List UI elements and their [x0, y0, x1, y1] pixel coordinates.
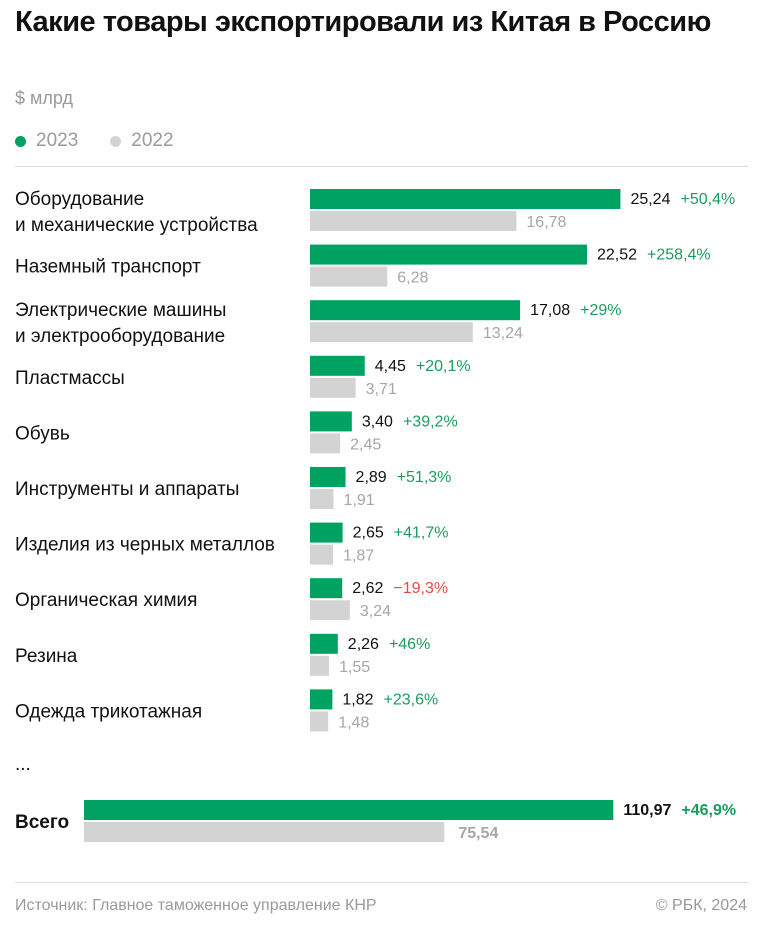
- category-label: Инструменты и аппараты: [15, 479, 239, 500]
- total-value-2022: 75,54: [458, 825, 498, 842]
- bar-2022: [310, 211, 517, 231]
- value-label-2022: 13,24: [483, 325, 523, 342]
- value-label-2023: 25,24: [630, 191, 670, 208]
- top-divider: [15, 166, 748, 167]
- bottom-divider: [15, 882, 748, 883]
- unit-label: $ млрд: [15, 88, 73, 108]
- category-label: Электрические машины и электрооборудовани…: [15, 300, 226, 347]
- legend: 2023 2022: [15, 130, 206, 152]
- value-label-2023: 4,45: [375, 358, 406, 375]
- chart-title: Какие товары экспортировали из Китая в Р…: [15, 6, 711, 38]
- change-label: +50,4%: [680, 191, 735, 208]
- value-label-2023: 3,40: [362, 413, 393, 430]
- source-note: Источник: Главное таможенное управление …: [15, 897, 377, 914]
- bar-2022: [310, 433, 341, 454]
- bar-2023: [310, 244, 587, 265]
- value-label-2022: 16,78: [526, 214, 566, 231]
- category-label: Обувь: [15, 423, 70, 444]
- value-label-2022: 1,87: [343, 548, 374, 565]
- ellipsis: ...: [15, 754, 31, 775]
- category-label: Одежда трикотажная: [15, 701, 202, 722]
- total-bar-2023: [84, 800, 614, 820]
- category-label: Оборудование и механические устройства: [15, 189, 258, 236]
- value-label-2023: 2,62: [352, 580, 383, 597]
- change-label: +258,4%: [647, 247, 711, 264]
- bar-2022: [310, 600, 350, 621]
- value-label-2022: 1,91: [343, 492, 374, 509]
- category-label: Наземный транспорт: [15, 257, 201, 278]
- bar-2022: [310, 266, 388, 287]
- value-label-2023: 2,26: [348, 636, 379, 653]
- total-label: Всего: [15, 812, 69, 833]
- bar-2023: [310, 467, 346, 487]
- total-value-2023: 110,97: [623, 802, 671, 819]
- bar-2023: [310, 355, 365, 376]
- value-label-2023: 1,82: [342, 691, 373, 708]
- change-label: −19,3%: [393, 580, 448, 597]
- category-label: Органическая химия: [15, 590, 197, 611]
- bar-2022: [310, 711, 329, 732]
- category-label: Резина: [15, 646, 78, 667]
- legend-label-2022: 2022: [131, 130, 174, 151]
- change-label: +23,6%: [384, 691, 439, 708]
- category-label: Пластмассы: [15, 368, 125, 389]
- legend-item-2023: 2023: [15, 130, 78, 152]
- value-label-2022: 6,28: [397, 270, 428, 287]
- bar-2023: [310, 578, 343, 599]
- value-label-2023: 17,08: [530, 302, 570, 319]
- bar-2022: [310, 322, 473, 343]
- category-label: Изделия из черных металлов: [15, 535, 275, 556]
- change-label: +46%: [389, 636, 430, 653]
- change-label: +20,1%: [416, 358, 471, 375]
- bar-2023: [310, 633, 338, 654]
- value-label-2023: 22,52: [597, 247, 637, 264]
- bar-2022: [310, 544, 334, 565]
- value-label-2022: 1,55: [339, 659, 370, 676]
- value-label-2023: 2,65: [353, 525, 384, 542]
- bar-chart: Оборудование и механические устройства 25,…: [15, 189, 736, 842]
- bar-2022: [310, 377, 356, 398]
- bar-2023: [310, 522, 343, 543]
- value-label-2022: 1,48: [338, 714, 369, 731]
- value-label-2022: 3,24: [360, 603, 391, 620]
- total-change: +46,9%: [681, 802, 736, 819]
- value-label-2022: 2,45: [350, 436, 381, 453]
- bar-2023: [310, 300, 521, 321]
- change-label: +41,7%: [394, 525, 449, 542]
- change-label: +39,2%: [403, 413, 458, 430]
- legend-dot-2023: [15, 135, 26, 147]
- bar-2023: [310, 689, 333, 710]
- legend-item-2022: 2022: [110, 130, 174, 152]
- legend-dot-2022: [110, 135, 122, 147]
- bar-2023: [310, 189, 621, 209]
- change-label: +51,3%: [397, 469, 452, 486]
- bar-2022: [310, 489, 334, 509]
- legend-label-2023: 2023: [36, 130, 79, 151]
- change-label: +29%: [580, 302, 621, 319]
- value-label-2023: 2,89: [356, 469, 387, 486]
- total-bar-2022: [84, 822, 445, 842]
- value-label-2022: 3,71: [366, 381, 397, 398]
- bar-2023: [310, 411, 352, 432]
- bar-2022: [310, 655, 330, 676]
- copyright: © РБК, 2024: [655, 897, 747, 914]
